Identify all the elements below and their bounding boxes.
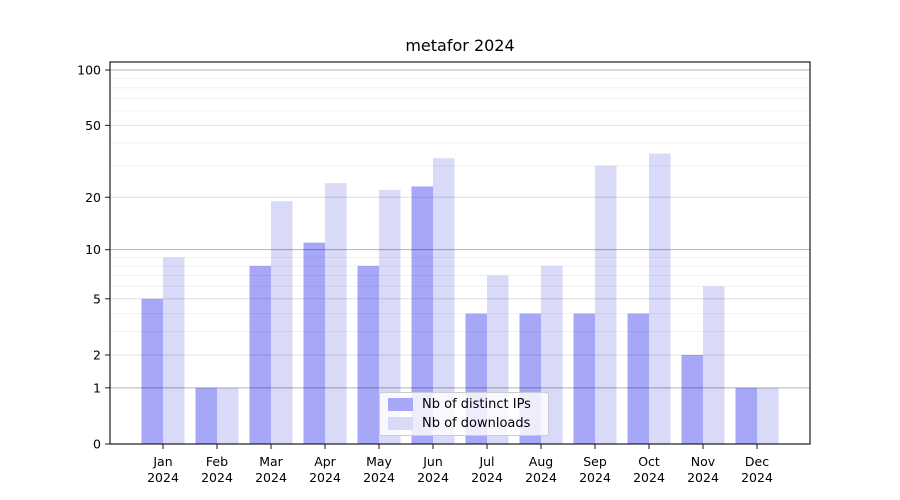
bar-downloads-oct bbox=[649, 153, 671, 445]
bar-ips-sep bbox=[573, 313, 595, 444]
bar-ips-apr bbox=[303, 242, 325, 444]
x-tick-label-mar: Mar 2024 bbox=[255, 454, 287, 485]
x-tick-label-jan: Jan 2024 bbox=[147, 454, 179, 485]
x-tick-label-jul: Jul 2024 bbox=[471, 454, 503, 485]
bar-downloads-jan bbox=[163, 257, 185, 444]
legend-swatch-downloads bbox=[388, 417, 413, 430]
legend: Nb of distinct IPs Nb of downloads bbox=[379, 392, 549, 436]
bar-ips-jun bbox=[411, 186, 433, 444]
legend-label-downloads: Nb of downloads bbox=[422, 416, 531, 431]
x-tick-label-jun: Jun 2024 bbox=[417, 454, 449, 485]
y-tick-label-20: 20 bbox=[85, 190, 101, 205]
bar-ips-nov bbox=[681, 354, 703, 444]
bar-downloads-jun bbox=[433, 158, 455, 444]
chart-title: metafor 2024 bbox=[405, 36, 515, 55]
legend-label-distinct-ips: Nb of distinct IPs bbox=[422, 397, 531, 412]
bar-ips-feb bbox=[195, 387, 217, 444]
bar-ips-jan bbox=[141, 298, 163, 444]
legend-entry-downloads: Nb of downloads bbox=[380, 416, 548, 431]
x-tick-label-may: May 2024 bbox=[363, 454, 395, 485]
x-tick-label-sep: Sep 2024 bbox=[579, 454, 611, 485]
x-tick-label-aug: Aug 2024 bbox=[525, 454, 557, 485]
y-tick-label-100: 100 bbox=[77, 63, 101, 78]
bar-ips-dec bbox=[735, 387, 757, 444]
bar-downloads-nov bbox=[703, 286, 725, 444]
y-tick-label-0: 0 bbox=[93, 437, 101, 452]
bar-ips-may bbox=[357, 265, 379, 444]
bar-downloads-sep bbox=[595, 165, 617, 444]
bar-downloads-may bbox=[379, 189, 401, 444]
y-tick-label-10: 10 bbox=[85, 242, 101, 257]
axes-spines bbox=[109, 61, 811, 445]
y-tick-label-2: 2 bbox=[93, 347, 101, 362]
bar-downloads-mar bbox=[271, 201, 293, 444]
bar-ips-oct bbox=[627, 313, 649, 444]
y-tick-label-50: 50 bbox=[85, 118, 101, 133]
legend-swatch-distinct-ips bbox=[388, 398, 413, 411]
x-tick-label-dec: Dec 2024 bbox=[741, 454, 773, 485]
bar-ips-mar bbox=[249, 265, 271, 444]
x-tick-label-nov: Nov 2024 bbox=[687, 454, 719, 485]
bar-downloads-dec bbox=[757, 387, 779, 444]
y-tick-label-1: 1 bbox=[93, 380, 101, 395]
x-tick-label-oct: Oct 2024 bbox=[633, 454, 665, 485]
x-tick-label-apr: Apr 2024 bbox=[309, 454, 341, 485]
bar-downloads-feb bbox=[217, 387, 239, 444]
bar-downloads-apr bbox=[325, 183, 347, 444]
x-tick-label-feb: Feb 2024 bbox=[201, 454, 233, 485]
legend-entry-distinct-ips: Nb of distinct IPs bbox=[380, 397, 548, 412]
y-tick-label-5: 5 bbox=[93, 291, 101, 306]
